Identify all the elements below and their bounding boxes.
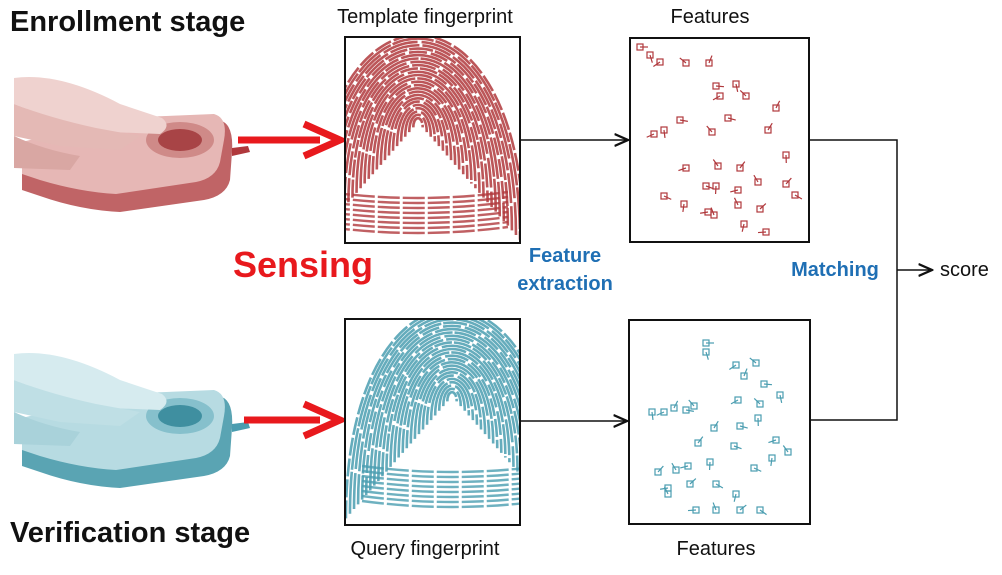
minutiae-marker-icon: [740, 220, 748, 228]
matching-label: Matching: [791, 259, 879, 281]
minutiae-marker-icon: [756, 205, 764, 213]
query-fingerprint-icon: [346, 320, 519, 519]
minutiae-marker-icon: [734, 201, 742, 209]
minutiae-marker-icon: [702, 348, 710, 356]
minutiae-marker-icon: [710, 424, 718, 432]
minutiae-marker-icon: [690, 402, 698, 410]
minutiae-marker-icon: [724, 114, 732, 122]
enrollment-features-box: [629, 37, 810, 243]
feature-extraction-label-line1: Feature: [528, 245, 602, 267]
minutiae-marker-icon: [736, 164, 744, 172]
minutiae-marker-icon: [750, 464, 758, 472]
verification-sensing-arrow-icon: [244, 400, 349, 440]
verification-features-caption: Features: [676, 538, 756, 560]
enrollment-sensing-arrow-icon: [238, 120, 349, 160]
minutiae-marker-icon: [654, 468, 662, 476]
minutiae-marker-icon: [684, 462, 692, 470]
minutiae-marker-icon: [756, 506, 764, 514]
minutiae-marker-icon: [784, 448, 792, 456]
minutiae-marker-icon: [660, 192, 668, 200]
minutiae-marker-icon: [694, 439, 702, 447]
feature-extraction-label: Feature extraction: [500, 242, 630, 298]
verification-features-box: [628, 319, 811, 525]
minutiae-marker-icon: [682, 164, 690, 172]
score-label: score: [940, 259, 989, 281]
matching-connector: [810, 139, 932, 421]
minutiae-marker-icon: [730, 442, 738, 450]
minutiae-marker-icon: [772, 436, 780, 444]
minutiae-marker-icon: [705, 59, 713, 67]
minutiae-marker-icon: [734, 396, 742, 404]
minutiae-marker-icon: [660, 408, 668, 416]
minutiae-marker-icon: [791, 191, 799, 199]
minutiae-marker-icon: [686, 480, 694, 488]
enrollment-scanner-icon: [14, 77, 250, 212]
feature-extraction-label-line2: extraction: [517, 273, 613, 295]
minutiae-marker-icon: [646, 51, 654, 59]
minutiae-marker-icon: [714, 162, 722, 170]
minutiae-marker-icon: [664, 490, 672, 498]
verification-stage-title: Verification stage: [10, 517, 251, 549]
minutiae-marker-icon: [650, 130, 658, 138]
verification-minutiae: [648, 339, 792, 516]
minutiae-marker-icon: [734, 186, 742, 194]
minutiae-marker-icon: [740, 372, 748, 380]
template-fingerprint-icon: [346, 38, 519, 240]
minutiae-marker-icon: [736, 422, 744, 430]
minutiae-marker-icon: [752, 359, 760, 367]
minutiae-marker-icon: [736, 506, 744, 514]
enrollment-minutiae: [636, 43, 803, 236]
minutiae-marker-icon: [776, 391, 784, 399]
query-fingerprint-caption: Query fingerprint: [350, 538, 500, 560]
minutiae-marker-icon: [732, 490, 740, 498]
minutiae-marker-icon: [716, 92, 724, 100]
minutiae-marker-icon: [754, 178, 762, 186]
minutiae-marker-icon: [670, 404, 678, 412]
sensing-label: Sensing: [233, 244, 374, 285]
minutiae-marker-icon: [772, 104, 780, 112]
minutiae-marker-icon: [710, 211, 718, 219]
template-fingerprint-caption: Template fingerprint: [337, 6, 513, 28]
minutiae-marker-icon: [732, 80, 740, 88]
enrollment-stage-title: Enrollment stage: [10, 6, 246, 38]
minutiae-marker-icon: [682, 59, 690, 67]
minutiae-marker-icon: [756, 400, 764, 408]
minutiae-marker-icon: [712, 480, 720, 488]
enrollment-features-caption: Features: [670, 6, 750, 28]
minutiae-marker-icon: [732, 361, 740, 369]
minutiae-marker-icon: [702, 182, 710, 190]
minutiae-marker-icon: [712, 506, 720, 514]
minutiae-marker-icon: [708, 128, 716, 136]
minutiae-marker-icon: [764, 126, 772, 134]
minutiae-marker-icon: [782, 180, 790, 188]
minutiae-marker-icon: [742, 92, 750, 100]
minutiae-marker-icon: [672, 466, 680, 474]
minutiae-marker-icon: [656, 58, 664, 66]
verification-scanner-icon: [14, 353, 250, 488]
